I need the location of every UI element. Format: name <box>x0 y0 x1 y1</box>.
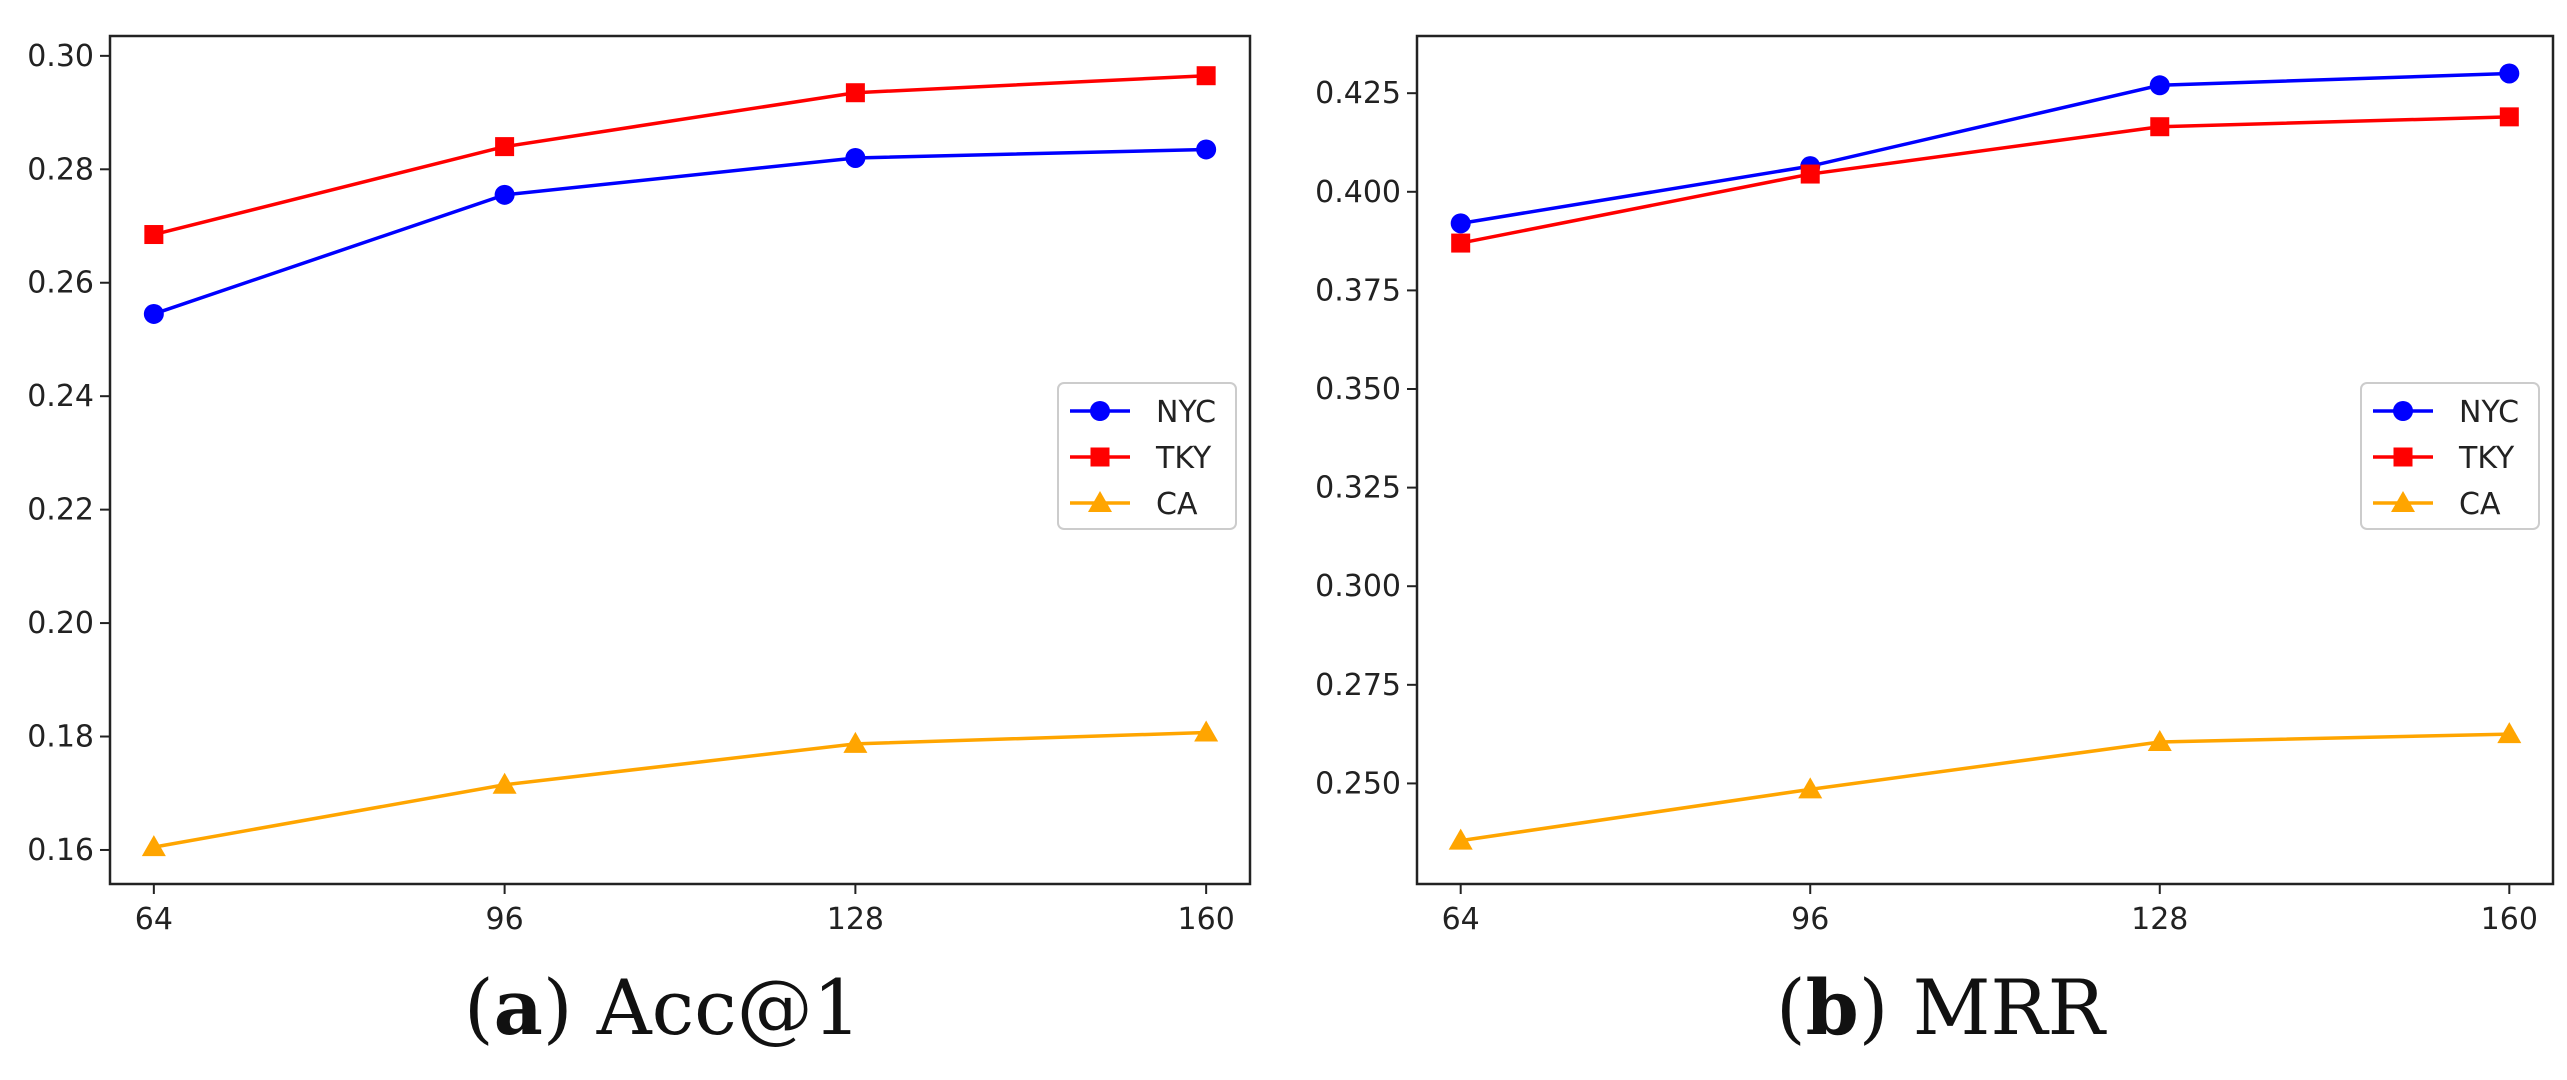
y-tick-label: 0.30 <box>27 39 94 74</box>
plot-frame <box>1415 34 2555 886</box>
data-point-nyc <box>143 303 164 324</box>
x-tick-label: 64 <box>1442 902 1480 937</box>
x-tick-label: 128 <box>827 902 884 937</box>
y-tick-label: 0.22 <box>27 493 94 528</box>
caption-title: MRR <box>1912 963 2105 1052</box>
data-point-ca <box>1448 828 1473 850</box>
data-point-tky <box>1196 66 1216 86</box>
data-point-ca <box>141 835 166 857</box>
legend-label-nyc: NYC <box>1156 395 1216 430</box>
series-line-tky <box>153 73 1207 237</box>
x-tick-label: 128 <box>2131 902 2188 937</box>
legend-marker-ca <box>2391 491 2415 512</box>
y-tick-label: 0.18 <box>27 720 94 755</box>
y-tick-label: 0.28 <box>27 152 94 187</box>
plot-frame <box>108 34 1252 886</box>
legend-marker-nyc <box>1090 401 1110 421</box>
legend-label-tky: TKY <box>2458 441 2515 476</box>
legend-marker-tky <box>1090 447 1110 467</box>
y-tick-label: 0.425 <box>1315 76 1401 111</box>
data-point-nyc <box>2149 75 2170 96</box>
series-line-tky <box>1460 115 2510 245</box>
data-point-nyc <box>1196 139 1217 160</box>
caption-acc1: (a) Acc@1 <box>464 963 862 1052</box>
data-point-tky <box>1451 233 1471 253</box>
legend-label-tky: TKY <box>1155 441 1212 476</box>
data-point-ca <box>843 731 868 753</box>
data-point-tky <box>2150 117 2170 137</box>
caption-letter: a <box>493 963 543 1052</box>
x-tick-label: 96 <box>1791 902 1829 937</box>
data-point-nyc <box>494 184 515 205</box>
legend-marker-ca <box>1088 491 1112 512</box>
y-tick-label: 0.400 <box>1315 175 1401 210</box>
y-tick-label: 0.375 <box>1315 273 1401 308</box>
y-tick-label: 0.350 <box>1315 372 1401 407</box>
x-tick-label: 160 <box>1178 902 1235 937</box>
data-point-nyc <box>1450 213 1471 234</box>
legend-label-ca: CA <box>2459 487 2501 522</box>
x-tick-label: 64 <box>135 902 173 937</box>
chart-panel-acc1: 0.16 0.18 0.20 0.22 0.24 0.26 0.28 0.30 64 96 128 1… <box>27 34 1252 937</box>
chart-panel-mrr: 0.250 0.275 0.300 0.325 0.350 0.375 0.400 0.425… <box>1315 34 2555 937</box>
y-tick-label: 0.325 <box>1315 471 1401 506</box>
data-point-tky <box>845 83 865 103</box>
caption-mrr: (b) MRR <box>1776 963 2105 1052</box>
y-tick-label: 0.275 <box>1315 668 1401 703</box>
series-line-ca <box>1460 732 2510 843</box>
y-tick-label: 0.300 <box>1315 569 1401 604</box>
data-point-nyc <box>845 147 866 168</box>
data-point-ca <box>2497 722 2522 744</box>
y-tick-label: 0.26 <box>27 266 94 301</box>
caption-title: Acc@1 <box>596 963 862 1052</box>
y-tick-label: 0.20 <box>27 606 94 641</box>
x-tick-label: 96 <box>486 902 524 937</box>
data-point-tky <box>1800 164 1820 184</box>
data-point-nyc <box>2499 63 2520 84</box>
data-point-ca <box>1798 777 1823 799</box>
data-point-ca <box>2147 730 2172 752</box>
series-line-nyc <box>153 147 1207 316</box>
data-point-tky <box>495 137 515 157</box>
caption-letter: b <box>1805 963 1859 1052</box>
data-point-tky <box>144 225 164 245</box>
legend-marker-nyc <box>2393 401 2413 421</box>
series-line-ca <box>153 730 1207 849</box>
legend-marker-tky <box>2393 447 2413 467</box>
data-point-tky <box>2499 107 2519 127</box>
legend-label-ca: CA <box>1156 487 1198 522</box>
data-point-ca <box>492 772 517 794</box>
y-tick-label: 0.250 <box>1315 766 1401 801</box>
y-tick-label: 0.16 <box>27 833 94 868</box>
data-point-ca <box>1194 720 1219 742</box>
y-tick-label: 0.24 <box>27 379 94 414</box>
x-tick-label: 160 <box>2481 902 2538 937</box>
series-line-nyc <box>1460 71 2510 226</box>
legend-label-nyc: NYC <box>2459 395 2519 430</box>
